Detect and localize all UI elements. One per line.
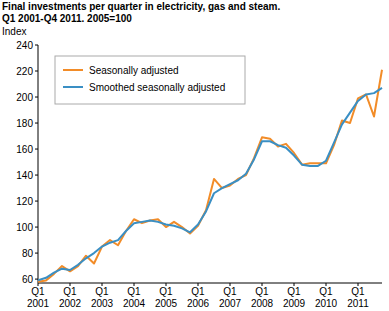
- x-tick-label: Q12006: [187, 286, 210, 309]
- x-tick-label-line: Q1: [319, 286, 333, 297]
- y-tick-label: 120: [16, 196, 33, 207]
- x-tick-label: Q12009: [283, 286, 306, 309]
- x-tick-label-line: Q1: [63, 286, 77, 297]
- x-tick-label-line: Q1: [287, 286, 301, 297]
- series-line: [38, 88, 382, 280]
- y-tick-label: 60: [22, 274, 34, 285]
- x-tick-label-line: Q1: [351, 286, 365, 297]
- y-tick: [35, 201, 38, 202]
- y-tick: [35, 149, 38, 150]
- y-tick-label: 240: [16, 40, 33, 51]
- x-tick-label: Q12003: [91, 286, 114, 309]
- y-tick-label: 100: [16, 222, 33, 233]
- y-tick-label: 200: [16, 92, 33, 103]
- x-tick-label-line: 2001: [27, 298, 50, 309]
- y-tick: [35, 97, 38, 98]
- x-tick-label-line: Q1: [95, 286, 109, 297]
- legend-label: Smoothed seasonally adjusted: [89, 82, 225, 93]
- y-tick-label: 180: [16, 118, 33, 129]
- x-tick-label-line: 2007: [219, 298, 242, 309]
- x-tick-label-line: 2004: [123, 298, 146, 309]
- y-tick: [35, 71, 38, 72]
- y-tick: [35, 227, 38, 228]
- y-tick-label: 160: [16, 144, 33, 155]
- x-tick-label: Q12001: [27, 286, 50, 309]
- x-tick-label: Q12004: [123, 286, 146, 309]
- x-tick-label: Q12007: [219, 286, 242, 309]
- x-tick-label: Q12005: [155, 286, 178, 309]
- title: Final investments per quarter in electri…: [2, 1, 280, 12]
- x-tick-label-line: Q1: [159, 286, 173, 297]
- x-tick-label-line: Q1: [31, 286, 45, 297]
- chart: Final investments per quarter in electri…: [0, 0, 389, 311]
- x-tick-label: Q12002: [59, 286, 82, 309]
- y-tick: [35, 175, 38, 176]
- y-tick-label: 140: [16, 170, 33, 181]
- x-tick-label-line: Q1: [223, 286, 237, 297]
- x-tick-label-line: Q1: [255, 286, 269, 297]
- y-axis: [38, 45, 39, 283]
- x-tick-label-line: Q1: [191, 286, 205, 297]
- x-axis: [38, 283, 382, 284]
- y-tick-label: 80: [22, 248, 34, 259]
- x-tick-label: Q12011: [347, 286, 369, 309]
- legend-swatch: [63, 86, 83, 88]
- legend-swatch: [63, 69, 83, 71]
- x-tick-label-line: 2010: [315, 298, 338, 309]
- legend-box: [55, 56, 245, 104]
- x-tick-label-line: 2006: [187, 298, 210, 309]
- x-tick-label: Q12008: [251, 286, 274, 309]
- y-tick-label: 220: [16, 66, 33, 77]
- subtitle: Q1 2001-Q4 2011. 2005=100: [2, 13, 132, 24]
- x-tick-label-line: 2009: [283, 298, 306, 309]
- x-tick-label: Q12010: [315, 286, 338, 309]
- y-label: Index: [2, 26, 26, 37]
- legend-label: Seasonally adjusted: [89, 65, 179, 76]
- x-tick-label-line: 2011: [347, 298, 369, 309]
- x-tick-label-line: 2008: [251, 298, 274, 309]
- x-tick-label-line: Q1: [127, 286, 141, 297]
- legend: Seasonally adjusted Smoothed seasonally a…: [55, 56, 245, 104]
- x-tick-label-line: 2002: [59, 298, 82, 309]
- y-tick: [35, 253, 38, 254]
- y-tick: [35, 123, 38, 124]
- x-tick-label-line: 2005: [155, 298, 178, 309]
- y-tick: [35, 279, 38, 280]
- x-tick-label-line: 2003: [91, 298, 114, 309]
- y-tick: [35, 45, 38, 46]
